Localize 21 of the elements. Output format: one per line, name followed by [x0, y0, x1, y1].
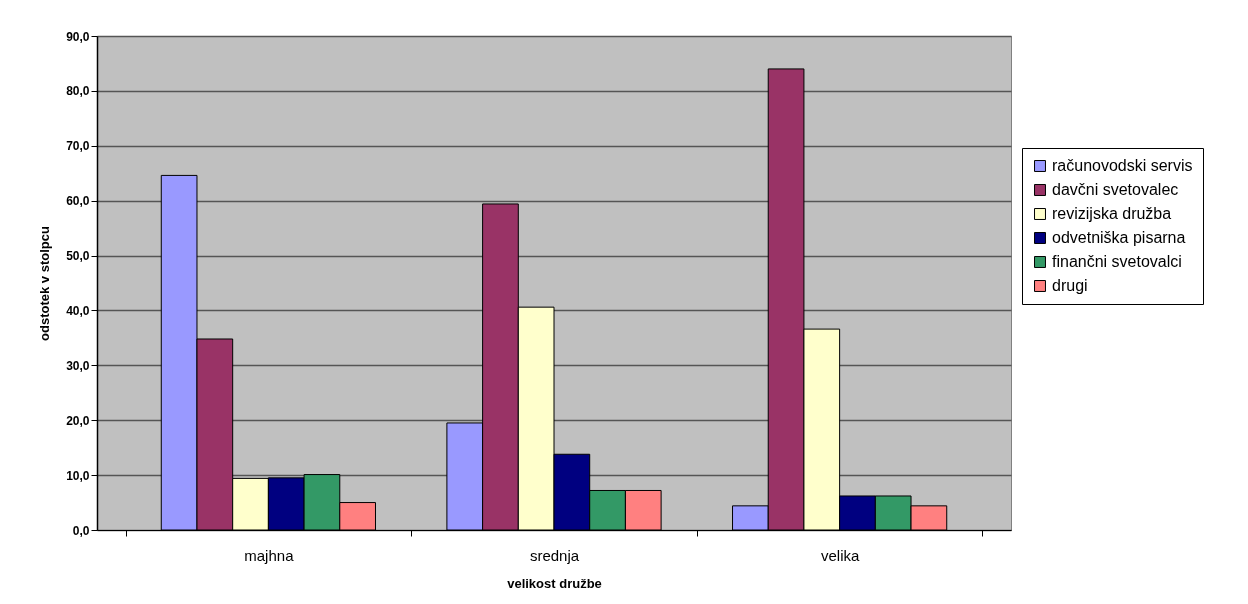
x-tick-label: srednja — [529, 546, 580, 564]
legend-label: revizijska družba — [1052, 205, 1172, 222]
x-tick-label: majhna — [244, 546, 295, 564]
legend-label: odvetniška pisarna — [1052, 229, 1186, 246]
y-tick-label: 30,0 — [66, 358, 90, 373]
y-axis-title: odstotek v stolpcu — [37, 226, 53, 341]
y-tick-label: 50,0 — [66, 249, 90, 264]
legend-label: finančni svetovalci — [1052, 253, 1182, 270]
y-tick-label: 20,0 — [66, 413, 90, 428]
y-tick-label: 70,0 — [66, 139, 90, 154]
y-tick-label: 60,0 — [66, 194, 90, 209]
legend-label: davčni svetovalec — [1052, 181, 1179, 198]
y-tick-label: 10,0 — [66, 468, 90, 483]
x-tick-label: velika — [820, 546, 860, 564]
y-tick-label: 90,0 — [66, 29, 90, 44]
y-tick-label: 0,0 — [72, 523, 90, 538]
legend-label: drugi — [1052, 277, 1088, 294]
y-tick-label: 40,0 — [66, 303, 90, 318]
legend-label: računovodski servis — [1052, 157, 1193, 174]
y-tick-label: 80,0 — [66, 84, 90, 99]
x-axis-title: velikost družbe — [507, 575, 602, 591]
